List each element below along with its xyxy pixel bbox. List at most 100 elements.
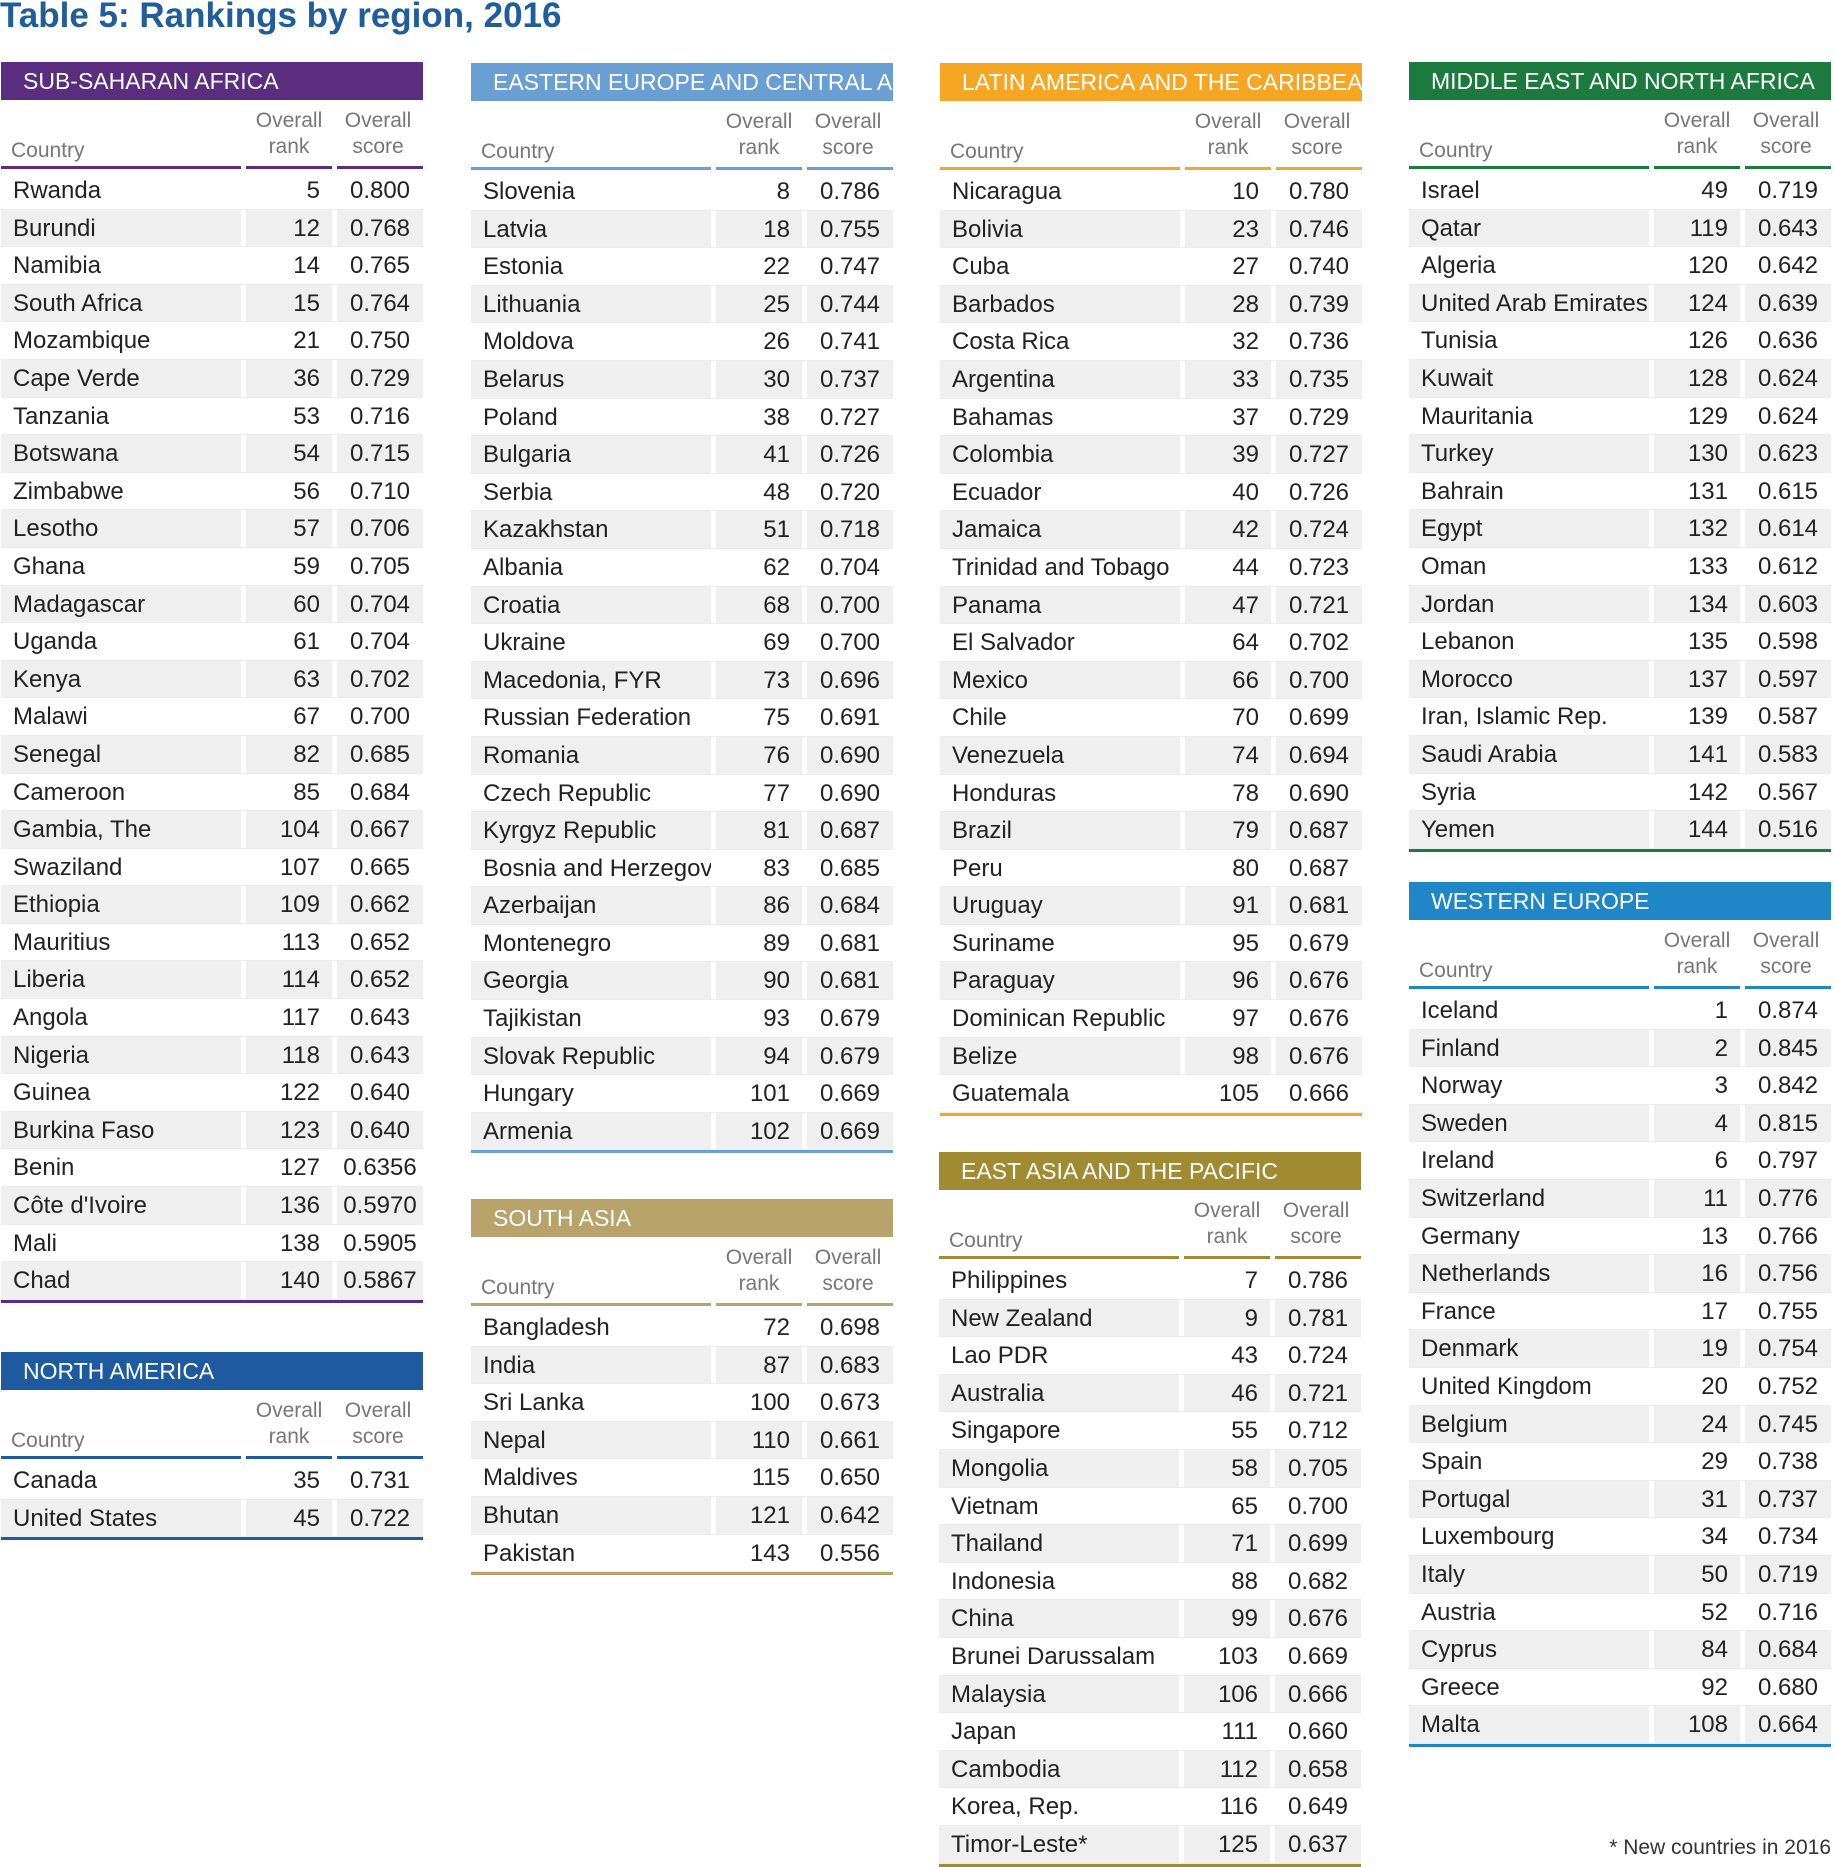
score-cell: 0.640 [349, 1079, 411, 1107]
country-cell: Uganda [13, 628, 98, 656]
rank-cell: 77 [763, 779, 790, 807]
country-cell: Norway [1421, 1072, 1503, 1100]
table-row: Belize 98 0.676 [940, 1037, 1362, 1076]
country-cell: Sri Lanka [483, 1389, 585, 1417]
column-headers: Country Overall rank Overall score [1, 100, 423, 166]
table-row: Brazil 79 0.687 [940, 812, 1362, 850]
table-row: Nicaragua 10 0.780 [940, 173, 1362, 211]
table-row: Peru 80 0.687 [940, 850, 1362, 888]
country-cell: Israel [1421, 177, 1480, 204]
country-cell: Timor-Leste* [939, 1825, 1179, 1863]
table-row: Serbia 48 0.720 [471, 474, 893, 512]
score-cell: 0.598 [1757, 628, 1819, 656]
score-cell: 0.679 [819, 1005, 881, 1033]
country-cell: Guatemala [952, 1080, 1070, 1108]
column-headers: Country Overall rank Overall score [940, 101, 1362, 167]
table-row: Panama 47 0.721 [940, 586, 1362, 625]
table-row: United Arab Emirates 124 0.639 [1409, 284, 1831, 323]
table-row: New Zealand 9 0.781 [939, 1299, 1361, 1338]
region-header: SUB-SAHARAN AFRICA [1, 62, 423, 100]
score-cell: 0.735 [1276, 360, 1362, 398]
table-row: Netherlands 16 0.756 [1409, 1255, 1831, 1293]
table-row: Ghana 59 0.705 [1, 548, 423, 586]
table-row: Timor-Leste* 125 0.637 [939, 1825, 1361, 1864]
table-row: Singapore 55 0.712 [939, 1412, 1361, 1450]
score-cell: 0.664 [1745, 1706, 1831, 1743]
country-cell: Oman [1421, 552, 1487, 580]
rank-cell: 126 [1687, 327, 1728, 355]
country-cell: Slovenia [483, 178, 576, 205]
score-cell: 0.649 [1287, 1793, 1349, 1821]
score-cell: 0.652 [337, 961, 423, 999]
table-row: Mozambique 21 0.750 [1, 322, 423, 360]
table-row: Finland 2 0.845 [1409, 1029, 1831, 1068]
rank-cell: 82 [246, 735, 332, 773]
rank-cell: 96 [1185, 962, 1271, 1000]
rank-cell: 2 [1654, 1029, 1740, 1067]
country-cell: Hungary [483, 1080, 574, 1108]
rank-cell: 98 [1185, 1037, 1271, 1075]
region-eastern-europe-and-central-asia: EASTERN EUROPE AND CENTRAL ASIA Country Ov… [471, 63, 893, 1154]
table-row: Botswana 54 0.715 [1, 435, 423, 473]
rank-cell: 4 [1654, 1104, 1740, 1142]
table-row: Australia 46 0.721 [939, 1374, 1361, 1413]
score-cell: 0.666 [1275, 1675, 1361, 1713]
table-row: Bosnia and Herzegovina* 83 0.685 [471, 850, 893, 888]
score-cell: 0.636 [1757, 327, 1819, 355]
country-cell: Iceland [1421, 997, 1499, 1024]
table-row: Malawi 67 0.700 [1, 698, 423, 736]
table-row: Mauritania 129 0.624 [1409, 398, 1831, 436]
country-cell: Botswana [1, 435, 241, 472]
rank-cell: 9 [1184, 1299, 1270, 1337]
country-cell: China [939, 1600, 1179, 1637]
rank-cell: 20 [1701, 1372, 1728, 1400]
country-cell: Jamaica [940, 511, 1180, 548]
country-cell: Chile [952, 704, 1007, 732]
table-row: Lao PDR 43 0.724 [939, 1337, 1361, 1375]
rank-cell: 94 [716, 1037, 802, 1075]
score-cell: 0.738 [1757, 1448, 1819, 1476]
country-cell: Bahrain [1421, 477, 1504, 505]
table-row: Dominican Republic 97 0.676 [940, 1000, 1362, 1038]
country-cell: Turkey [1409, 435, 1649, 472]
country-cell: Burundi [1, 209, 241, 247]
rank-cell: 76 [716, 736, 802, 774]
country-cell: Panama [940, 586, 1180, 624]
country-cell: El Salvador [952, 629, 1075, 657]
score-cell: 0.724 [1287, 1342, 1349, 1370]
table-row: Ireland 6 0.797 [1409, 1142, 1831, 1180]
country-cell: Syria [1421, 778, 1476, 806]
country-cell: Portugal [1409, 1480, 1649, 1518]
table-row: Portugal 31 0.737 [1409, 1480, 1831, 1519]
rank-cell: 68 [716, 586, 802, 624]
table-row: Korea, Rep. 116 0.649 [939, 1788, 1361, 1826]
rank-cell: 105 [1218, 1080, 1259, 1108]
table-row: Argentina 33 0.735 [940, 360, 1362, 399]
country-cell: Denmark [1409, 1330, 1649, 1367]
score-cell: 0.745 [1745, 1405, 1831, 1443]
table-row: Turkey 130 0.623 [1409, 435, 1831, 473]
score-cell: 0.658 [1275, 1750, 1361, 1788]
score-cell: 0.704 [819, 553, 881, 581]
column-header-rank: Overall rank [255, 1399, 323, 1448]
score-cell: 0.746 [1276, 210, 1362, 248]
rank-cell: 123 [246, 1111, 332, 1149]
rank-cell: 5 [306, 177, 320, 204]
table-row: Algeria 120 0.642 [1409, 247, 1831, 285]
table-row: Cape Verde 36 0.729 [1, 359, 423, 398]
country-cell: United Arab Emirates [1409, 284, 1649, 322]
rank-cell: 32 [1232, 328, 1259, 356]
table-row: Brunei Darussalam 103 0.669 [939, 1638, 1361, 1676]
table-row: China 99 0.676 [939, 1600, 1361, 1638]
country-cell: Thailand [939, 1525, 1179, 1562]
table-row: Tunisia 126 0.636 [1409, 322, 1831, 360]
rank-cell: 90 [716, 962, 802, 1000]
country-cell: Cameroon [13, 778, 126, 806]
header-underline [1409, 166, 1831, 169]
region-latin-america-and-the-caribbean: LATIN AMERICA AND THE CARIBBEAN Country Ov… [940, 63, 1362, 1116]
table-row: Ukraine 69 0.700 [471, 624, 893, 662]
score-cell: 0.681 [1276, 887, 1362, 924]
table-rows: Israel 49 0.719 Qatar 119 0.643 Algeria 120 0.64… [1409, 172, 1831, 849]
region-sub-saharan-africa: SUB-SAHARAN AFRICA Country Overall rank Ove… [1, 62, 423, 1303]
table-row: Burkina Faso 123 0.640 [1, 1111, 423, 1150]
